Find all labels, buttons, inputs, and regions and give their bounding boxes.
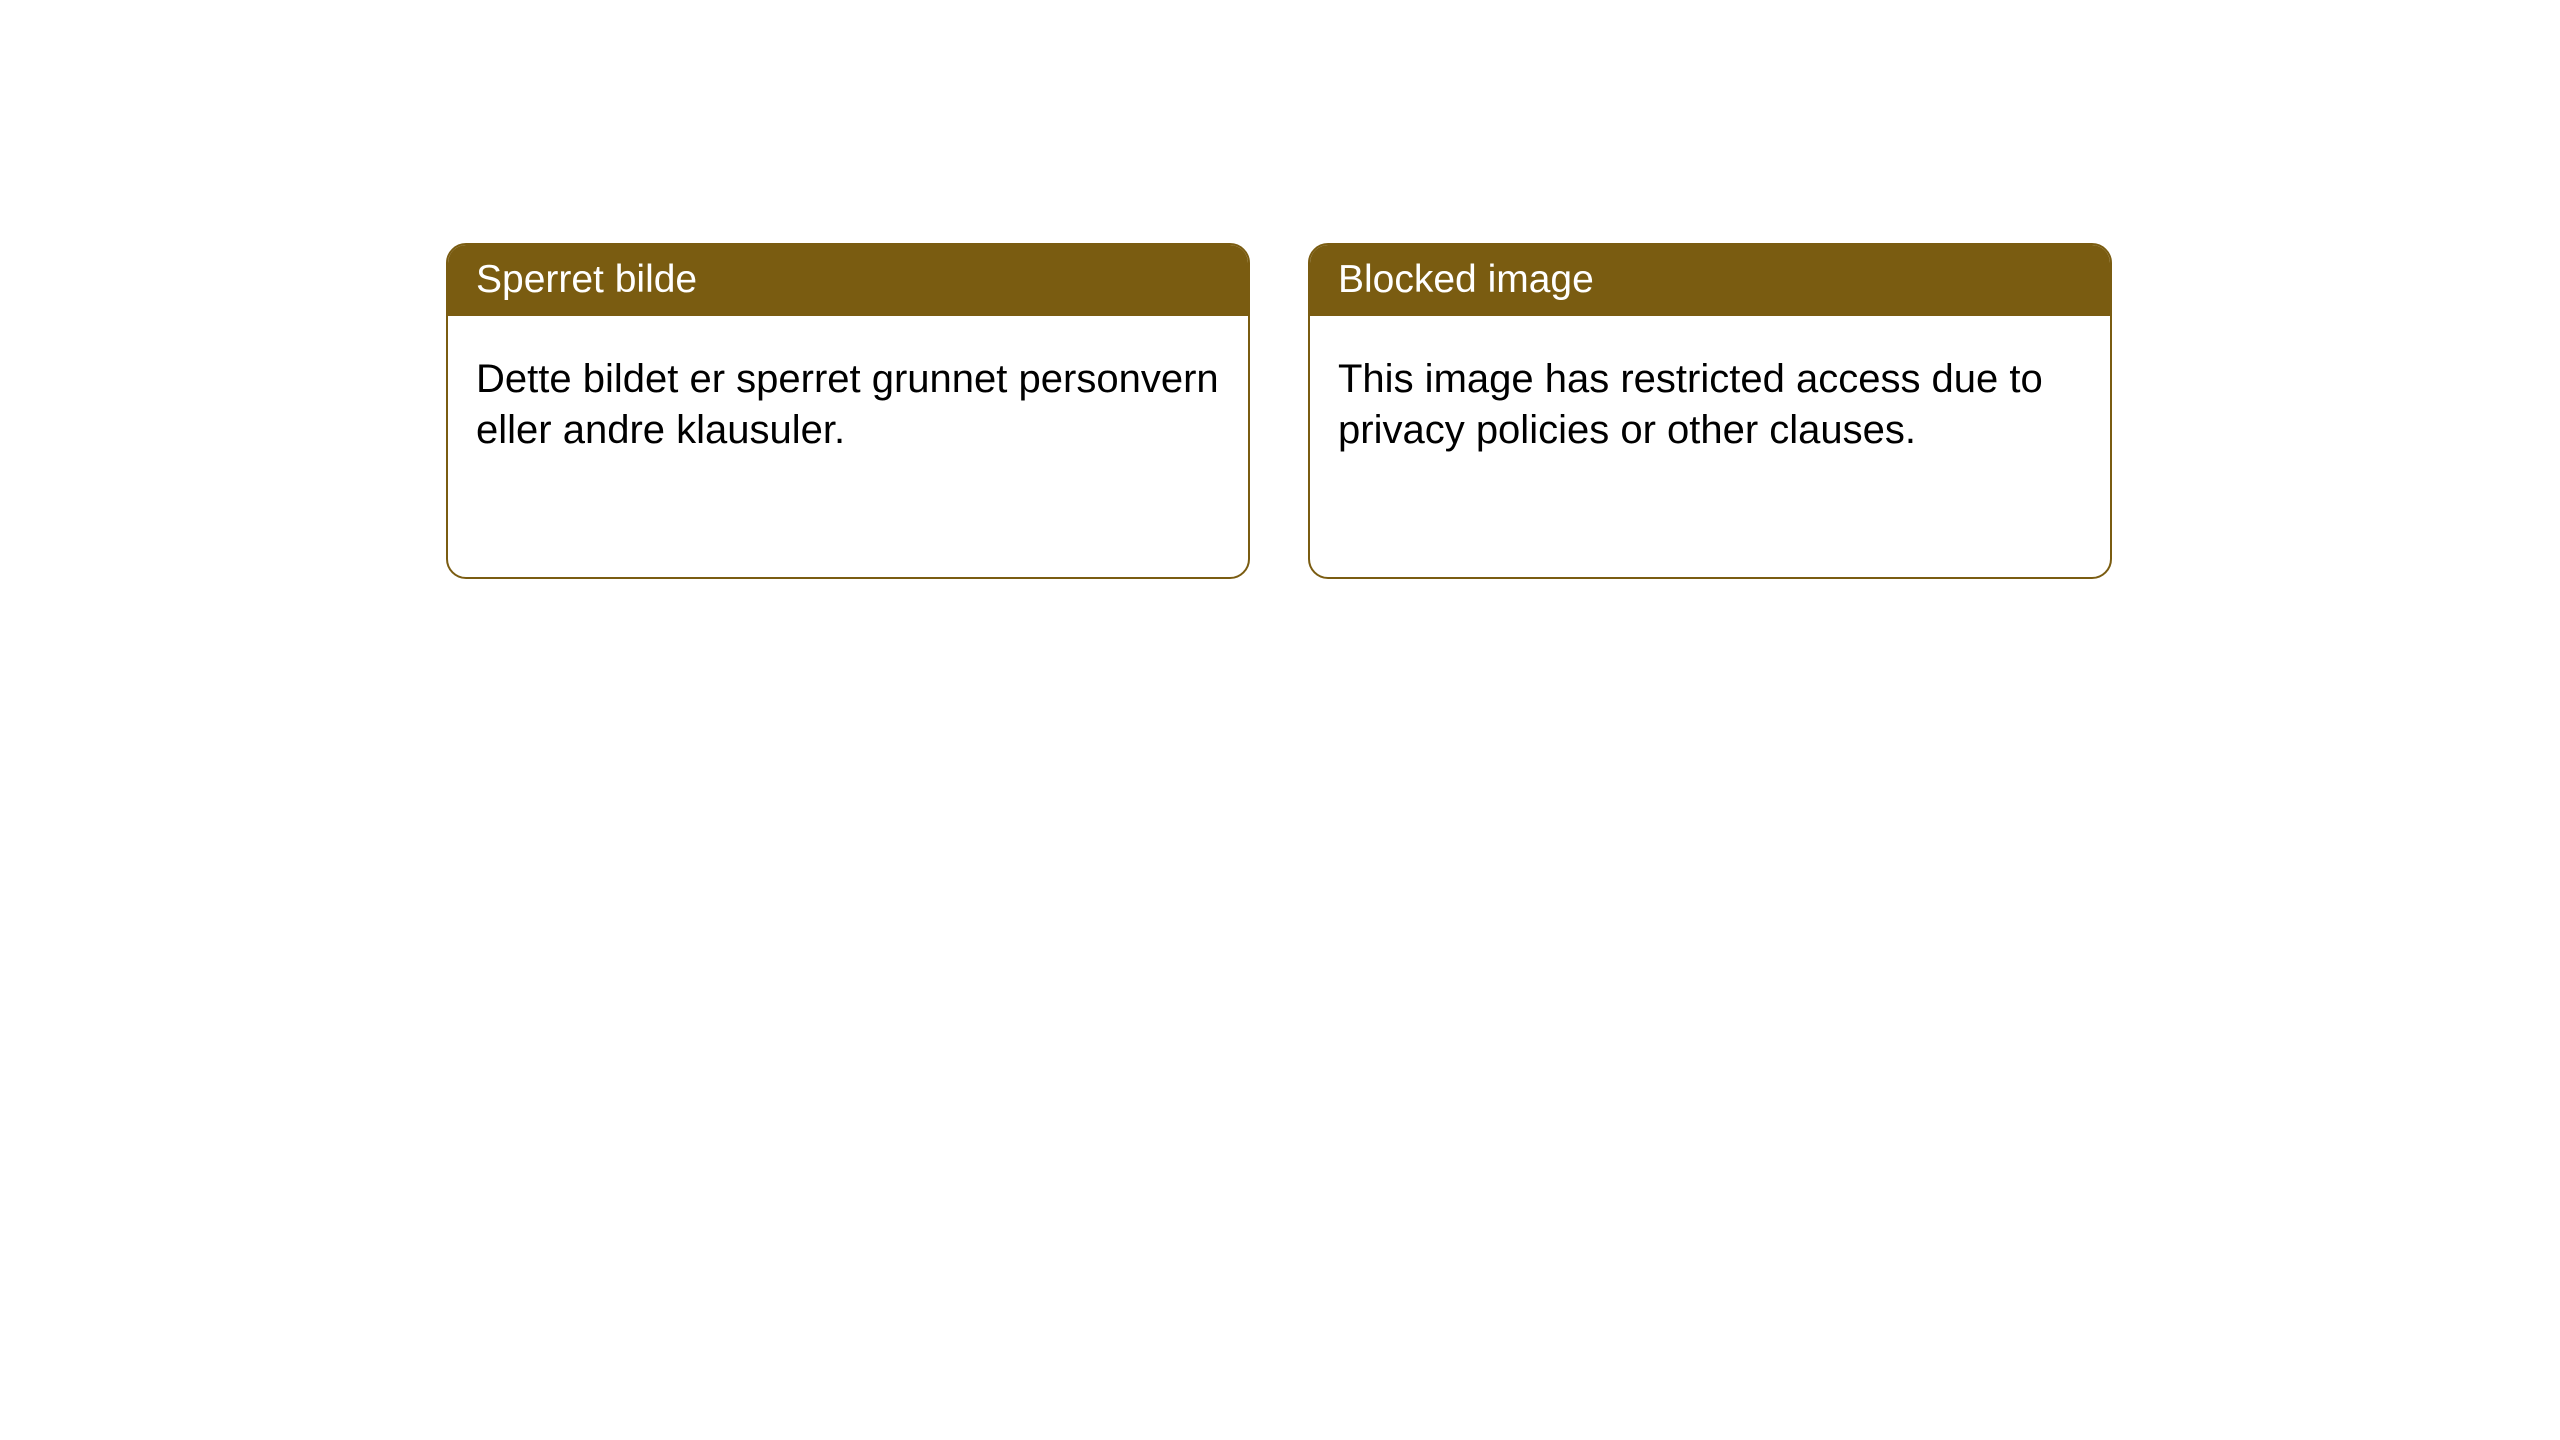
notice-title: Sperret bilde (476, 258, 697, 301)
notice-card-body: This image has restricted access due to … (1310, 316, 2110, 494)
notice-message: Dette bildet er sperret grunnet personve… (476, 357, 1219, 452)
notice-container: Sperret bilde Dette bildet er sperret gr… (0, 0, 2560, 579)
notice-card-header: Sperret bilde (448, 245, 1248, 316)
notice-card-body: Dette bildet er sperret grunnet personve… (448, 316, 1248, 494)
notice-card-norwegian: Sperret bilde Dette bildet er sperret gr… (446, 243, 1250, 579)
notice-message: This image has restricted access due to … (1338, 357, 2043, 452)
notice-card-header: Blocked image (1310, 245, 2110, 316)
notice-card-english: Blocked image This image has restricted … (1308, 243, 2112, 579)
notice-title: Blocked image (1338, 258, 1594, 301)
